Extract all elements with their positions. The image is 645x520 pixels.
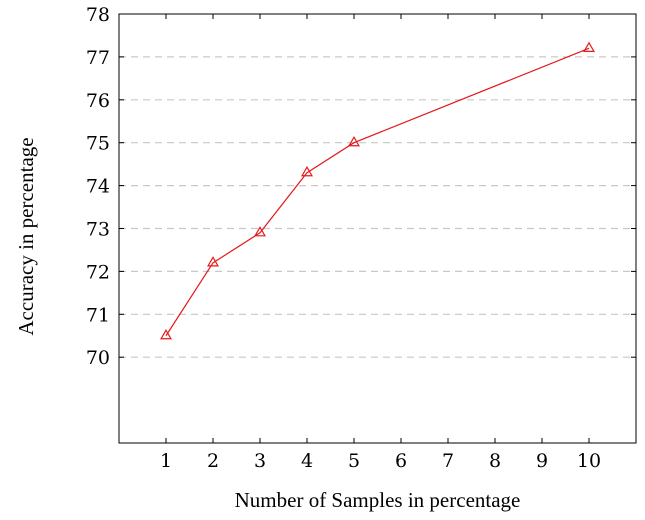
x-tick-label: 9 [536, 450, 548, 472]
y-tick-label: 75 [86, 133, 110, 155]
data-point-marker [301, 166, 313, 177]
x-tick-label: 4 [301, 450, 313, 472]
data-point-marker [160, 329, 172, 340]
y-tick-label: 73 [86, 219, 110, 241]
series-line [165, 47, 590, 337]
x-tick-label: 7 [442, 450, 454, 472]
y-tick-label: 77 [86, 47, 110, 69]
y-tick-label: 70 [86, 347, 110, 369]
x-tick-label: 10 [577, 450, 601, 472]
x-tick-label: 8 [489, 450, 501, 472]
y-tick-label: 74 [86, 176, 110, 198]
data-point-marker [207, 256, 219, 267]
series-group [160, 41, 595, 340]
y-tick-label: 78 [86, 4, 110, 26]
x-tick-label: 1 [160, 450, 172, 472]
x-tick-label: 3 [254, 450, 266, 472]
y-tick-label: 76 [86, 90, 110, 112]
data-point-marker [348, 136, 360, 147]
x-tick-label: 2 [207, 450, 219, 472]
x-tick-label: 5 [348, 450, 360, 472]
y-tick-label: 72 [86, 261, 110, 283]
x-tick-label: 6 [395, 450, 407, 472]
axis-ticks [119, 13, 636, 443]
data-point-marker [583, 41, 595, 52]
y-tick-label: 71 [86, 304, 110, 326]
y-axis-title: Accuracy in percentage [14, 137, 38, 335]
x-axis-title: Number of Samples in percentage [235, 488, 521, 512]
data-point-marker [254, 226, 266, 237]
grid-lines [119, 56, 636, 358]
